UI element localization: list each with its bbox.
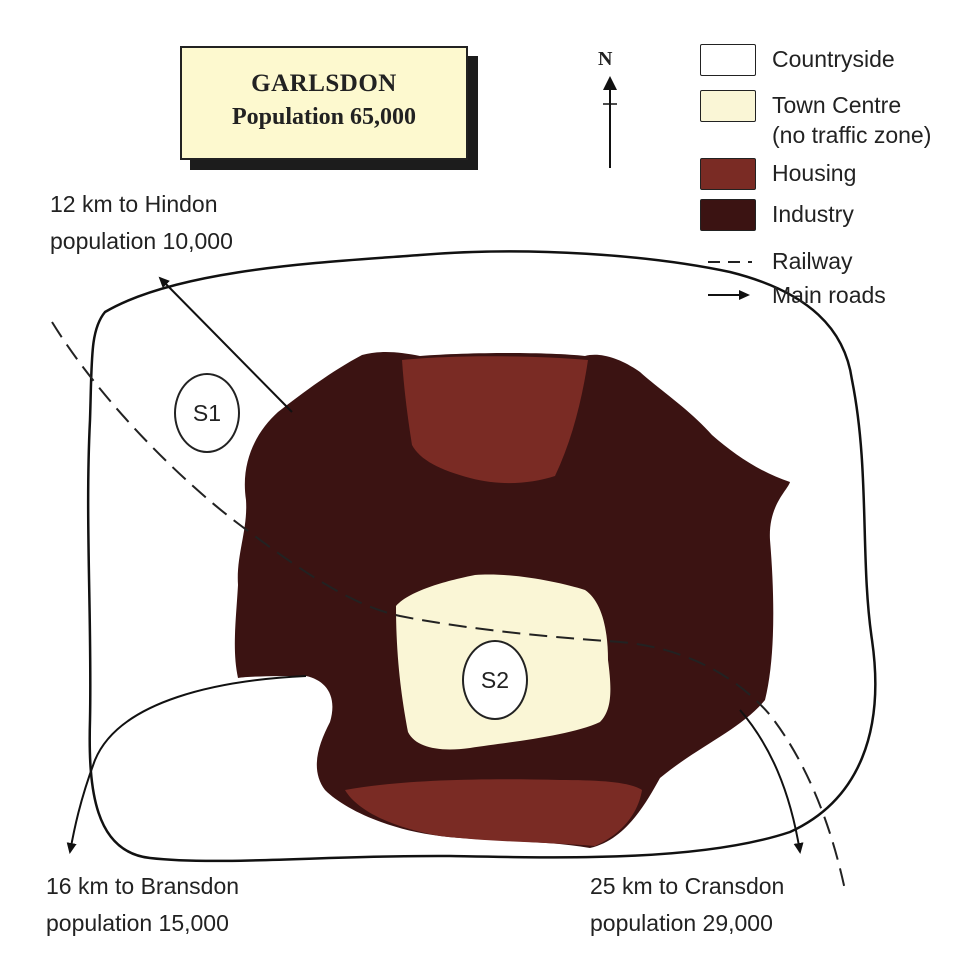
town-population: Population 65,000 bbox=[231, 104, 417, 130]
legend-main-roads-label: Main roads bbox=[772, 282, 886, 308]
industry-swatch bbox=[700, 199, 756, 231]
site-s1-marker: S1 bbox=[174, 373, 240, 453]
road-to-bransdon bbox=[66, 675, 307, 854]
legend-town-centre-label: Town Centre bbox=[772, 92, 902, 118]
destination-hindon: 12 km to Hindon population 10,000 bbox=[50, 186, 233, 260]
legend-countryside-label: Countryside bbox=[772, 46, 895, 72]
cransdon-population: population 29,000 bbox=[590, 910, 773, 936]
road-to-hindon bbox=[158, 276, 293, 413]
railway-line bbox=[51, 321, 846, 891]
north-arrow-icon bbox=[603, 76, 617, 168]
hindon-distance: 12 km to Hindon bbox=[50, 191, 218, 217]
housing-swatch bbox=[700, 158, 756, 190]
legend-housing-label: Housing bbox=[772, 160, 857, 186]
legend-industry-label: Industry bbox=[772, 201, 854, 227]
compass-label: N bbox=[598, 48, 613, 70]
housing-south bbox=[345, 779, 642, 846]
bransdon-population: population 15,000 bbox=[46, 910, 229, 936]
town-centre-swatch bbox=[700, 90, 756, 122]
town-name: GARLSDON bbox=[251, 70, 397, 97]
road-to-cransdon bbox=[739, 709, 804, 854]
hindon-population: population 10,000 bbox=[50, 228, 233, 254]
legend-town-centre-sub: (no traffic zone) bbox=[772, 122, 932, 148]
bransdon-distance: 16 km to Bransdon bbox=[46, 873, 240, 899]
site-s2-marker: S2 bbox=[462, 640, 528, 720]
countryside-swatch bbox=[700, 44, 756, 76]
cransdon-distance: 25 km to Cransdon bbox=[590, 873, 785, 899]
destination-cransdon: 25 km to Cransdon population 29,000 bbox=[590, 868, 784, 942]
legend-railway-label: Railway bbox=[772, 248, 853, 274]
housing-north bbox=[402, 356, 588, 484]
map-title-box: GARLSDON Population 65,000 bbox=[180, 46, 468, 160]
destination-bransdon: 16 km to Bransdon population 15,000 bbox=[46, 868, 239, 942]
